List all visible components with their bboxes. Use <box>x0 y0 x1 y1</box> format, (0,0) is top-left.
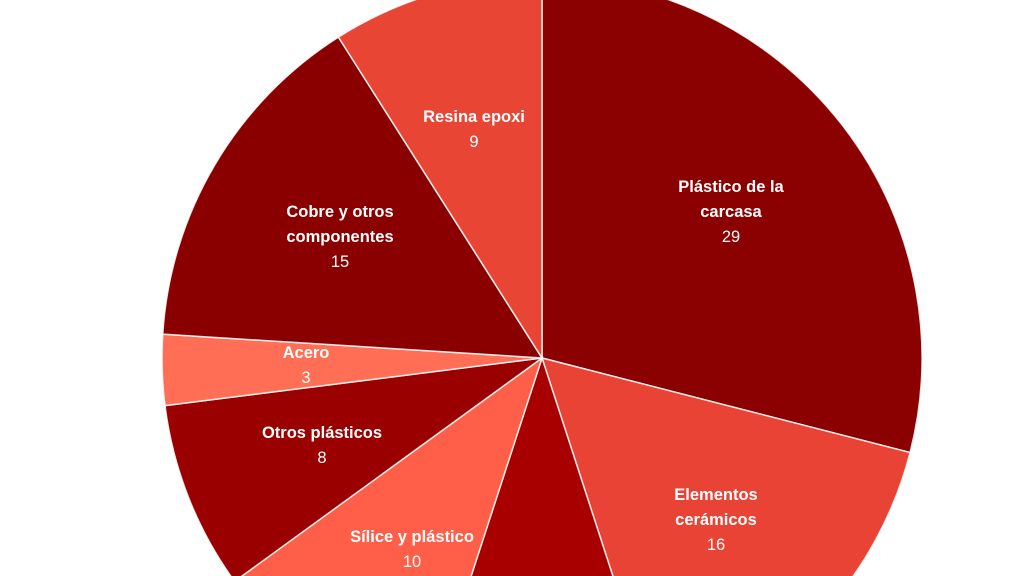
slice-label-silice-y-plastico: Sílice y plástico 10 <box>350 525 474 575</box>
slice-label-value: 9 <box>469 133 479 151</box>
slice-label-name: carcasa <box>700 203 762 221</box>
pie-slice-resina-epoxi <box>337 0 543 361</box>
slice-label-name: Cobre y otros <box>286 203 394 221</box>
slice-label-name: Sílice y plástico <box>350 528 474 546</box>
slice-label-value: 10 <box>402 553 422 571</box>
slice-label-otros-plasticos: Otros plásticos 8 <box>262 421 382 471</box>
slice-label-value: 16 <box>706 536 726 554</box>
slice-label-value: 15 <box>330 253 350 271</box>
slice-label-name: Otros plásticos <box>261 424 383 442</box>
pie-slice-plastico-de-la-carcasa <box>541 0 923 454</box>
slice-label-acero: Acero 3 <box>283 341 330 391</box>
slice-label-plastico-de-la-carcasa: Plástico de la carcasa 29 <box>678 175 783 250</box>
slice-label-name: cerámicos <box>675 511 757 529</box>
slice-label-name: Acero <box>282 344 330 362</box>
slice-label-elementos-ceramicos: Elementos cerámicos 16 <box>674 483 757 558</box>
pie-slice-unlabeled <box>470 355 614 576</box>
slice-label-name: Elementos <box>674 486 758 504</box>
slice-label-name: componentes <box>286 228 394 246</box>
slice-label-name: Plástico de la <box>678 178 784 196</box>
pie-slice-otros-plasticos <box>164 357 543 576</box>
slice-label-cobre-y-otros-componentes: Cobre y otros componentes 15 <box>286 200 393 275</box>
slice-label-value: 29 <box>721 228 741 246</box>
pie-slice-cobre-y-otros-componentes <box>161 36 544 359</box>
slice-label-value: 3 <box>301 369 311 387</box>
slice-label-value: 8 <box>317 449 327 467</box>
pie-slice-elementos-ceramicos <box>540 356 911 576</box>
slice-label-resina-epoxi: Resina epoxi 9 <box>423 105 525 155</box>
slice-label-name: Resina epoxi <box>423 108 525 126</box>
